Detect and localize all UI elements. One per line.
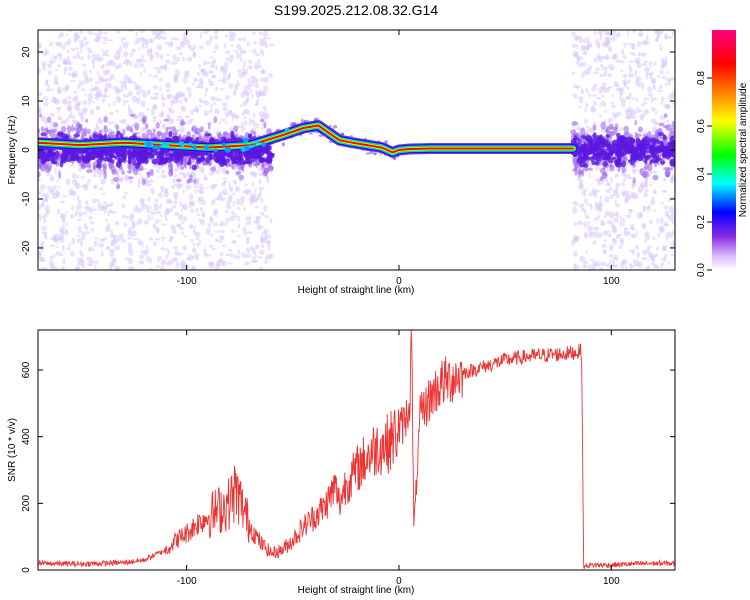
snr-marks <box>38 330 675 570</box>
snr-ytick-label: 0 <box>21 567 32 573</box>
snr-xtick-label: 0 <box>396 576 402 587</box>
colorbar-tick-label: 0.0 <box>696 263 707 277</box>
spectrogram-ytick-label: 10 <box>21 95 32 107</box>
figure-title: S199.2025.212.08.32.G14 <box>274 2 438 18</box>
snr-xtick-label: -100 <box>177 576 197 587</box>
snr-axes: -100 0 100 0 200 400 600 <box>21 330 675 587</box>
snr-xlabel: Height of straight line (km) <box>298 585 415 596</box>
snr-ylabel: SNR (10 * v/v) <box>7 418 18 482</box>
spectrogram-xtick-label: 100 <box>603 276 620 287</box>
spectrogram-ridge-layer-5 <box>38 124 575 154</box>
colorbar: 0.0 0.2 0.4 0.6 0.8 Normalized spectral ampl… <box>696 30 749 277</box>
spectrogram-ridge-dots <box>144 128 290 153</box>
spectrogram-ytick-label: -20 <box>21 240 32 255</box>
colorbar-tick-label: 0.6 <box>696 119 707 133</box>
spectrogram-ylabel: Frequency (Hz) <box>7 116 18 185</box>
colorbar-tick-label: 0.8 <box>696 71 707 85</box>
spectrogram-ytick-label: 0 <box>21 147 32 153</box>
colorbar-tick-label: 0.4 <box>696 167 707 181</box>
spectrogram-ytick-label: 20 <box>21 46 32 58</box>
snr-xtick-label: 100 <box>603 576 620 587</box>
colorbar-tick-label: 0.2 <box>696 215 707 229</box>
snr-ytick-label: 600 <box>21 361 32 378</box>
spectrogram-xlabel: Height of straight line (km) <box>298 285 415 296</box>
snr-ytick-label: 400 <box>21 428 32 445</box>
snr-panel: -100 0 100 0 200 400 600 Height of straight li… <box>7 329 676 596</box>
colorbar-ticks: 0.0 0.2 0.4 0.6 0.8 <box>696 71 712 277</box>
spectrogram-marks <box>38 30 675 270</box>
snr-ytick-label: 200 <box>21 495 32 512</box>
spectrogram-xtick-label: -100 <box>177 276 197 287</box>
spectrogram-ytick-label: -10 <box>21 191 32 206</box>
colorbar-label: Normalized spectral amplitude <box>738 82 749 217</box>
spectrogram-xtick-label: 0 <box>396 276 402 287</box>
snr-line <box>38 330 675 570</box>
snr-frame <box>37 329 676 571</box>
colorbar-gradient <box>712 30 736 270</box>
